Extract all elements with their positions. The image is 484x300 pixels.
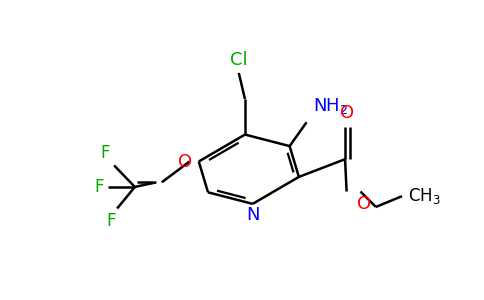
Text: NH$_2$: NH$_2$ (313, 96, 348, 116)
Text: O: O (357, 195, 372, 213)
Text: O: O (340, 104, 354, 122)
Text: Cl: Cl (230, 51, 248, 69)
Text: CH$_3$: CH$_3$ (408, 186, 441, 206)
Text: F: F (106, 212, 116, 230)
Text: F: F (101, 144, 110, 162)
Text: F: F (94, 178, 104, 196)
Text: O: O (179, 152, 193, 170)
Text: N: N (246, 206, 259, 224)
